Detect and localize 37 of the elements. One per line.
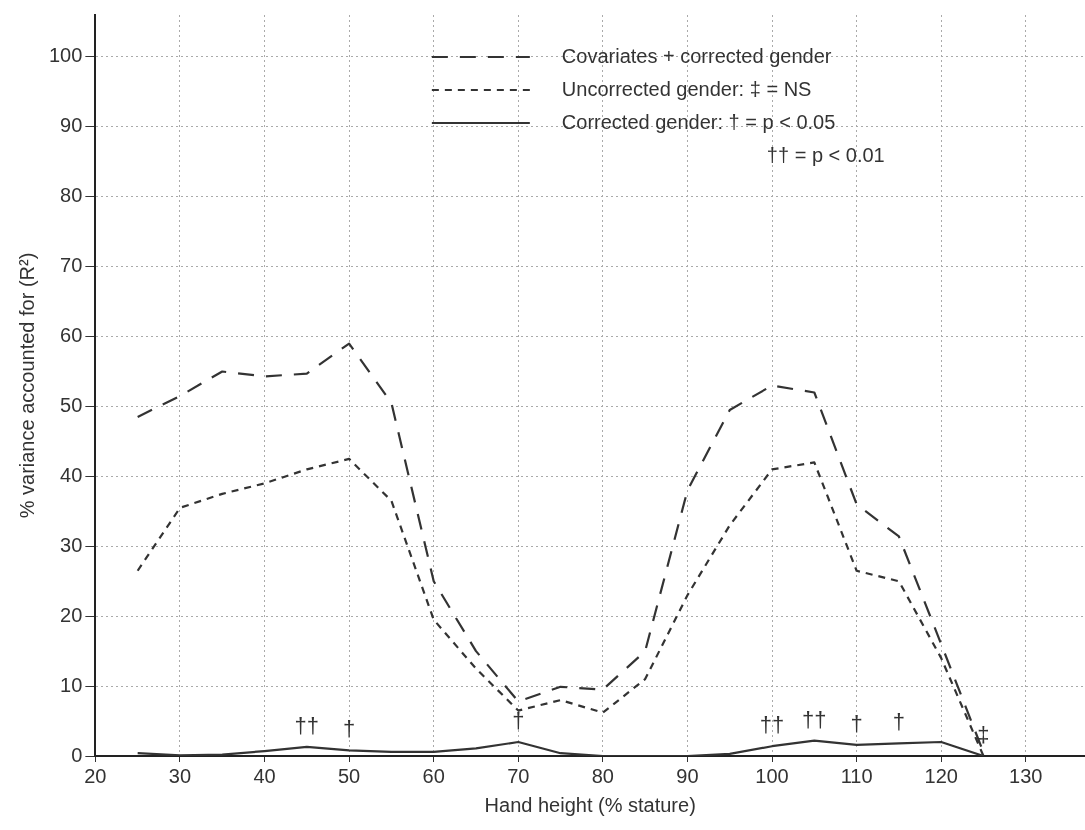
y-tick-label: 60 [60, 324, 83, 347]
legend-label: Uncorrected gender: ‡ = NS [561, 77, 812, 100]
annotation: †† [802, 706, 827, 732]
x-tick-label: 100 [755, 764, 789, 787]
x-axis-title: Hand height (% stature) [484, 793, 696, 816]
legend-label: Covariates + corrected gender [561, 44, 832, 67]
x-tick-label: 40 [253, 764, 276, 787]
y-tick-label: 0 [71, 743, 83, 766]
y-tick-label: 70 [60, 254, 83, 277]
x-tick-label: 60 [422, 764, 445, 787]
x-tick-label: 20 [84, 764, 107, 787]
y-axis-title: % variance accounted for (R²) [15, 252, 38, 519]
x-tick-label: 110 [840, 764, 873, 787]
legend-label: Corrected gender: † = p < 0.05 [561, 110, 836, 133]
annotation: †† [294, 712, 320, 738]
annotation: ‡ [977, 722, 990, 748]
annotation: †† [759, 712, 785, 738]
y-tick-label: 50 [60, 393, 83, 416]
annotation: † [343, 716, 356, 742]
y-tick-label: 30 [60, 533, 83, 556]
x-tick-label: 50 [338, 764, 361, 787]
annotation: †† = p < 0.01 [766, 143, 885, 166]
annotation: † [892, 709, 906, 735]
annotation: † [850, 710, 863, 736]
y-tick-label: 100 [48, 44, 83, 67]
x-tick-label: 90 [676, 764, 699, 787]
y-tick-label: 20 [60, 603, 83, 626]
y-tick-label: 90 [60, 114, 83, 137]
y-tick-label: 80 [60, 184, 83, 207]
x-tick-label: 120 [924, 764, 958, 787]
annotation: † [512, 708, 525, 734]
x-tick-label: 80 [591, 764, 614, 787]
x-tick-label: 30 [168, 764, 192, 787]
y-tick-label: 10 [60, 673, 83, 696]
y-tick-label: 40 [60, 463, 83, 486]
x-tick-label: 130 [1009, 764, 1043, 787]
x-tick-label: 70 [507, 764, 530, 787]
